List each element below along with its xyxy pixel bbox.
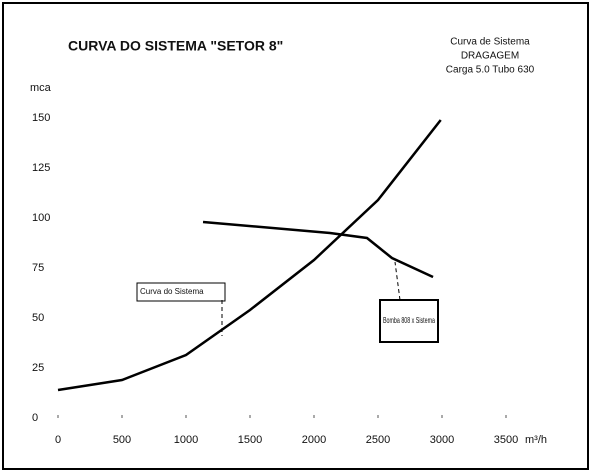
annotation-text: Bomba 808 x Sistema [383,316,435,325]
x-tick-label: 500 [113,434,131,446]
x-tick-label: 0 [55,434,61,446]
y-tick-label: 25 [32,362,44,374]
frame [2,2,589,470]
annotation-leader [394,261,401,301]
annotation-box [136,282,226,302]
y-tick-label: 125 [32,162,50,174]
annotation-box [379,299,439,343]
y-tick-label: 100 [32,212,50,224]
subtitle: Curva de Sistema [450,37,530,48]
x-axis-label: m³/h [525,434,547,446]
y-tick-label: 0 [32,412,38,424]
subtitle: Carga 5.0 Tubo 630 [446,65,535,76]
annotation-text: Curva do Sistema [140,287,204,296]
x-tick-label: 3500 [494,434,518,446]
x-tick-label: 3000 [430,434,454,446]
x-tick-label: 1500 [238,434,262,446]
x-tick-label: 2500 [366,434,390,446]
y-tick-label: 50 [32,312,44,324]
chart-title: CURVA DO SISTEMA "SETOR 8" [68,38,283,54]
x-tick-label: 2000 [302,434,326,446]
series-line [57,119,442,392]
y-tick-label: 75 [32,262,44,274]
y-tick-label: 150 [32,112,50,124]
subtitle: DRAGAGEM [461,51,519,62]
y-axis-label: mca [30,82,52,94]
series-line [202,220,434,279]
x-tick-label: 1000 [174,434,198,446]
